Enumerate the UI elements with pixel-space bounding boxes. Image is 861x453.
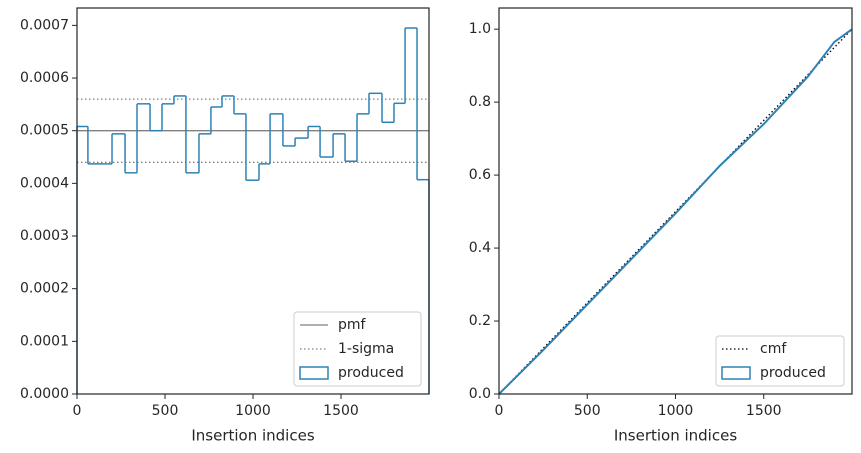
y-tick-label: 0.2 <box>469 313 491 329</box>
x-tick-label: 0 <box>73 403 82 419</box>
legend-swatch <box>299 366 329 380</box>
y-tick-label: 0.0005 <box>20 123 69 139</box>
y-tick-label: 0.0004 <box>20 175 69 191</box>
x-axis-label: Insertion indices <box>191 427 314 445</box>
x-tick-label: 1500 <box>746 403 782 419</box>
series-line <box>498 28 853 395</box>
x-tick-label: 1500 <box>323 403 359 419</box>
legend-label: produced <box>338 365 404 381</box>
legend-label: produced <box>760 365 826 381</box>
legend-label: pmf <box>338 317 367 333</box>
y-tick-label: 0.0003 <box>20 228 69 244</box>
y-tick-label: 0.0 <box>469 386 491 402</box>
y-tick-label: 1.0 <box>469 21 491 37</box>
y-tick-label: 0.0000 <box>20 386 69 402</box>
legend-label: 1-sigma <box>338 341 394 357</box>
x-tick-label: 0 <box>495 403 504 419</box>
x-axis-label: Insertion indices <box>614 427 737 445</box>
y-tick-label: 0.0002 <box>20 281 69 297</box>
y-tick-label: 0.0001 <box>20 333 69 349</box>
x-tick-label: 500 <box>152 403 179 419</box>
y-tick-label: 0.0006 <box>20 70 69 86</box>
legend-box <box>715 335 845 387</box>
legend-swatch <box>721 366 751 380</box>
y-tick-label: 0.0007 <box>20 17 69 33</box>
y-tick-label: 0.6 <box>469 167 491 183</box>
x-tick-label: 1000 <box>235 403 271 419</box>
y-tick-label: 0.8 <box>469 94 491 110</box>
legend-label: cmf <box>760 341 787 357</box>
y-tick-label: 0.4 <box>469 240 491 256</box>
series-line <box>498 28 853 395</box>
x-tick-label: 1000 <box>658 403 694 419</box>
x-tick-label: 500 <box>574 403 601 419</box>
